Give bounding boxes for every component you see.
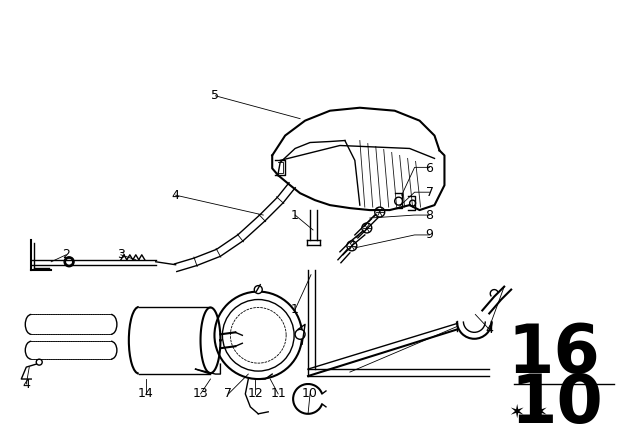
- Circle shape: [36, 359, 42, 365]
- Text: 1: 1: [291, 209, 299, 222]
- Text: 2: 2: [62, 248, 70, 261]
- Text: 3: 3: [117, 248, 125, 261]
- Circle shape: [347, 241, 357, 251]
- Text: 12: 12: [248, 388, 263, 401]
- Circle shape: [64, 257, 74, 267]
- Circle shape: [375, 207, 385, 217]
- Text: 11: 11: [270, 388, 286, 401]
- Text: 7: 7: [225, 388, 232, 401]
- Text: 14: 14: [138, 388, 154, 401]
- Circle shape: [362, 223, 372, 233]
- Circle shape: [223, 300, 294, 371]
- Text: 5: 5: [211, 89, 220, 102]
- Text: 4: 4: [22, 378, 30, 391]
- Text: 7: 7: [426, 186, 433, 199]
- Circle shape: [410, 200, 415, 206]
- Text: 13: 13: [193, 388, 209, 401]
- Text: 6: 6: [426, 162, 433, 175]
- Circle shape: [214, 292, 302, 379]
- Text: 8: 8: [426, 209, 433, 222]
- Circle shape: [295, 329, 305, 339]
- Circle shape: [395, 197, 403, 205]
- Text: 9: 9: [426, 228, 433, 241]
- Text: 10: 10: [302, 388, 318, 401]
- Circle shape: [67, 259, 72, 264]
- Text: 10: 10: [511, 371, 604, 437]
- Text: 4: 4: [172, 189, 180, 202]
- Text: 1: 1: [291, 303, 299, 316]
- Text: 4: 4: [485, 323, 493, 336]
- Text: 16: 16: [508, 321, 600, 387]
- Circle shape: [254, 286, 262, 293]
- Text: ✶ ✶: ✶ ✶: [509, 402, 548, 421]
